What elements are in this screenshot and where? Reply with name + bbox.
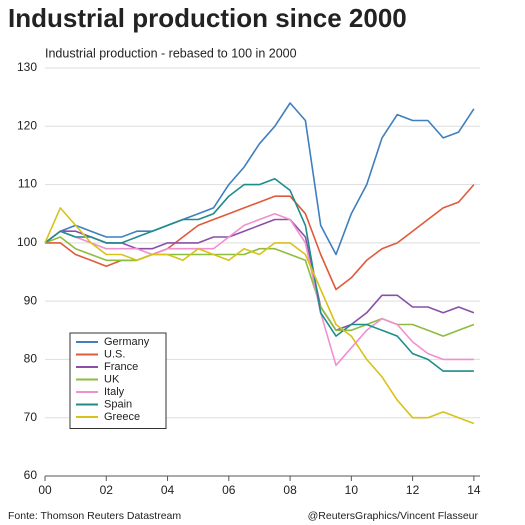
legend-label: Italy <box>104 386 125 398</box>
y-tick-label: 60 <box>24 468 38 482</box>
x-tick-label: 14 <box>467 483 481 497</box>
source: Fonte: Thomson Reuters Datastream <box>8 510 181 522</box>
y-tick-label: 130 <box>17 60 37 74</box>
legend-label: Spain <box>104 398 132 410</box>
legend-label: Germany <box>104 336 150 348</box>
series-line <box>44 177 474 372</box>
x-tick-label: 00 <box>38 483 52 497</box>
x-tick-label: 08 <box>283 483 297 497</box>
legend-label: U.S. <box>104 348 125 360</box>
y-tick-label: 80 <box>24 352 38 366</box>
x-tick-label: 06 <box>222 483 236 497</box>
y-tick-label: 90 <box>24 293 38 307</box>
legend-label: France <box>104 361 138 373</box>
x-tick-label: 12 <box>406 483 420 497</box>
legend-label: UK <box>104 373 120 385</box>
series-line <box>44 236 475 337</box>
legend-box <box>69 332 167 429</box>
y-tick-label: 110 <box>18 177 37 191</box>
credit: @ReutersGraphics/Vincent Flasseur <box>308 510 479 522</box>
x-tick-label: 02 <box>100 483 114 497</box>
x-tick-label: 04 <box>161 483 175 497</box>
chart-title: Industrial production since 2000 <box>8 3 407 33</box>
y-tick-label: 120 <box>17 118 37 132</box>
legend-label: Greece <box>104 411 140 423</box>
series-line <box>44 212 474 367</box>
y-tick-label: 100 <box>17 235 37 249</box>
series-line <box>45 184 475 291</box>
series-line <box>44 207 475 425</box>
y-tick-label: 70 <box>24 410 38 424</box>
series-line <box>44 102 475 256</box>
chart-subtitle: Industrial production - rebased to 100 i… <box>45 46 297 60</box>
x-tick-label: 10 <box>345 483 359 497</box>
series-line <box>44 218 475 332</box>
